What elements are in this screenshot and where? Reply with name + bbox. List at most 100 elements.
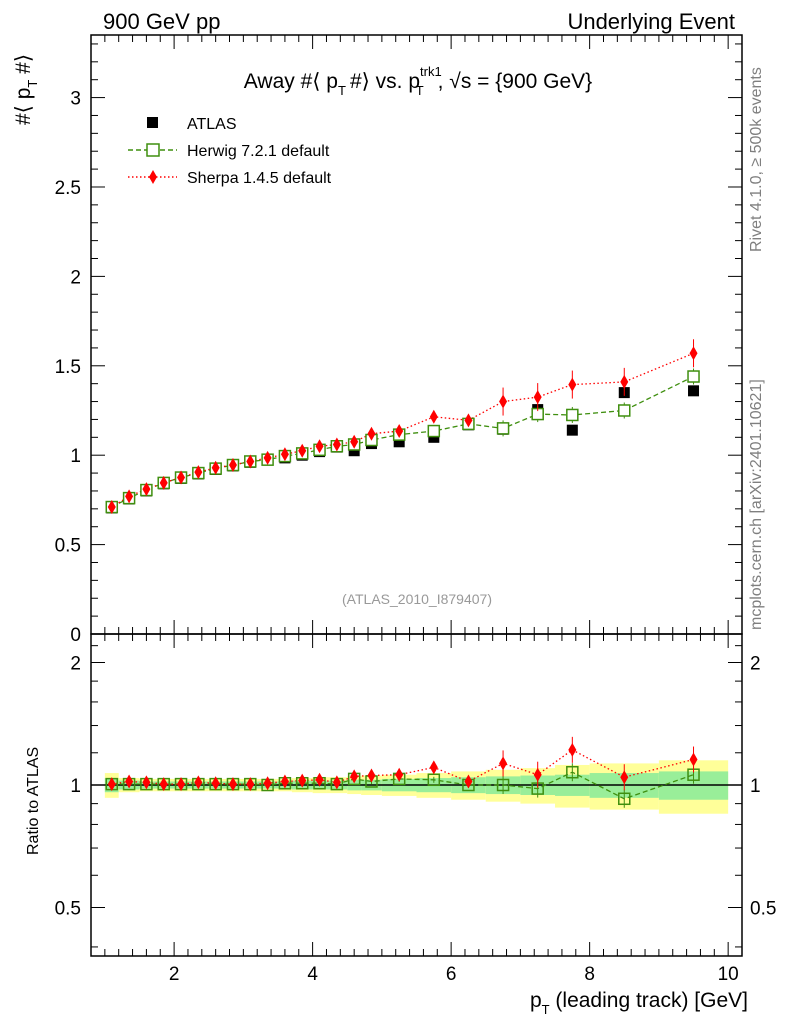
title-part-a: Away #⟨ p	[244, 70, 338, 93]
atlas-point	[688, 385, 700, 397]
sherpa-point	[533, 390, 542, 405]
atlas-point	[348, 445, 360, 457]
x-axis-label: pT (leading track) [GeV]	[530, 989, 748, 1017]
ratio-ticks: 2 4 6 8 10 0.5 0.5 1 1 2 2	[55, 634, 776, 985]
title-sub1: T	[338, 83, 346, 98]
header-right: Underlying Event	[567, 9, 735, 34]
mcplots-label: mcplots.cern.ch [arXiv:2401.10621]	[748, 379, 765, 630]
legend-herwig-label: Herwig 7.2.1 default	[187, 143, 330, 160]
legend-sherpa-marker	[149, 170, 157, 184]
y-tick-label: 3	[70, 89, 81, 110]
x-tick-label: 6	[446, 964, 457, 985]
sherpa-ratio-point	[350, 769, 359, 784]
sherpa-ratio-point	[689, 752, 698, 767]
header-left: 900 GeV pp	[103, 9, 220, 34]
sherpa-ratio-point	[280, 774, 289, 789]
y-tick-label: 1	[70, 446, 81, 467]
ratio-y-tick-label-right: 0.5	[750, 898, 776, 919]
sherpa-point	[228, 458, 237, 473]
sherpa-point	[263, 450, 272, 465]
chart-title: Away #⟨ pT #⟩ vs. ptrk1 T, √s = {900 GeV}	[244, 64, 592, 98]
sherpa-point	[689, 346, 698, 361]
sherpa-point	[315, 439, 324, 454]
main-ticks: 0 0.5 1 1.5 2 2.5 3	[55, 35, 743, 646]
sherpa-ratio-point	[367, 768, 376, 783]
y-tick-label: 0	[70, 625, 81, 646]
sherpa-point	[142, 482, 151, 497]
atlas-point	[428, 431, 440, 443]
sherpa-point	[499, 394, 508, 409]
legend-herwig-marker	[146, 143, 160, 157]
sherpa-point	[211, 460, 220, 475]
y-tick-label: 2	[70, 267, 81, 288]
herwig-ratio-point	[496, 778, 510, 792]
sherpa-ratio-point	[533, 767, 542, 782]
sherpa-point	[350, 434, 359, 449]
sherpa-ratio-point	[107, 777, 116, 792]
atlas-point	[566, 424, 578, 436]
sherpa-point	[246, 454, 255, 469]
sherpa-ratio-point	[429, 760, 438, 775]
ylabel-part-a: #⟨ p	[12, 88, 35, 125]
xlabel-part-b: (leading track) [GeV]	[550, 989, 748, 1012]
sherpa-ratio-point	[568, 742, 577, 757]
sherpa-ratio-point	[228, 777, 237, 792]
sherpa-ratio-point	[142, 775, 151, 790]
legend-atlas-label: ATLAS	[187, 116, 237, 133]
x-tick-label: 8	[584, 964, 595, 985]
sherpa-ratio-point	[263, 776, 272, 791]
ratio-y-tick-label: 2	[70, 654, 81, 675]
sherpa-point	[159, 475, 168, 490]
ratio-panel: 2 4 6 8 10 0.5 0.5 1 1 2 2	[55, 633, 776, 985]
sherpa-ratio-point	[177, 777, 186, 792]
legend-sherpa-label: Sherpa 1.4.5 default	[187, 170, 332, 187]
sherpa-ratio-point	[395, 767, 404, 782]
sherpa-ratio-point	[159, 777, 168, 792]
y-tick-label: 1.5	[55, 357, 81, 378]
xlabel-sub: T	[542, 1002, 550, 1017]
ratio-y-tick-label: 0.5	[55, 898, 81, 919]
sherpa-ratio-point	[194, 775, 203, 790]
main-panel: 0 0.5 1 1.5 2 2.5 3	[55, 34, 743, 646]
y-tick-label: 0.5	[55, 536, 81, 557]
x-tick-label: 10	[718, 964, 739, 985]
ratio-y-axis-label: Ratio to ATLAS	[25, 747, 42, 855]
sherpa-point	[568, 377, 577, 392]
herwig-point	[687, 370, 700, 383]
title-part-b: #⟩ vs. p	[350, 70, 420, 93]
sherpa-point	[429, 409, 438, 424]
sherpa-ratio-point	[298, 773, 307, 788]
rivet-label: Rivet 4.1.0, ≥ 500k events	[748, 67, 765, 252]
ratio-y-tick-label-right: 1	[750, 776, 761, 797]
legend: ATLAS Herwig 7.2.1 default Sherpa 1.4.5 …	[128, 116, 332, 187]
ylabel-part-b: #⟩	[12, 54, 35, 80]
y-axis-label: #⟨ pT #⟩	[12, 54, 40, 125]
y-tick-label: 2.5	[55, 178, 81, 199]
sherpa-ratio-point	[620, 770, 629, 785]
sherpa-point	[298, 443, 307, 458]
sherpa-ratio-point	[464, 774, 473, 789]
sherpa-point	[395, 424, 404, 439]
sherpa-point	[125, 489, 134, 504]
legend-atlas-marker	[147, 117, 158, 128]
sherpa-point	[280, 447, 289, 462]
ratio-y-tick-label: 1	[70, 776, 81, 797]
sherpa-point	[194, 465, 203, 480]
analysis-watermark: (ATLAS_2010_I879407)	[342, 591, 492, 607]
sherpa-ratio-point	[211, 776, 220, 791]
atlas-point	[393, 436, 405, 448]
x-tick-label: 4	[307, 964, 318, 985]
ylabel-sub: T	[25, 80, 40, 88]
xlabel-part-a: p	[530, 989, 542, 1012]
ratio-series-layer	[105, 736, 700, 808]
sherpa-point	[464, 413, 473, 428]
sherpa-ratio-point	[246, 777, 255, 792]
herwig-point	[427, 424, 441, 438]
herwig-ratio-point	[566, 765, 579, 779]
sherpa-point	[177, 470, 186, 485]
sherpa-ratio-point	[315, 772, 324, 787]
main-series-layer	[105, 339, 700, 515]
sherpa-point	[620, 374, 629, 389]
ratio-y-tick-label-right: 2	[750, 654, 761, 675]
